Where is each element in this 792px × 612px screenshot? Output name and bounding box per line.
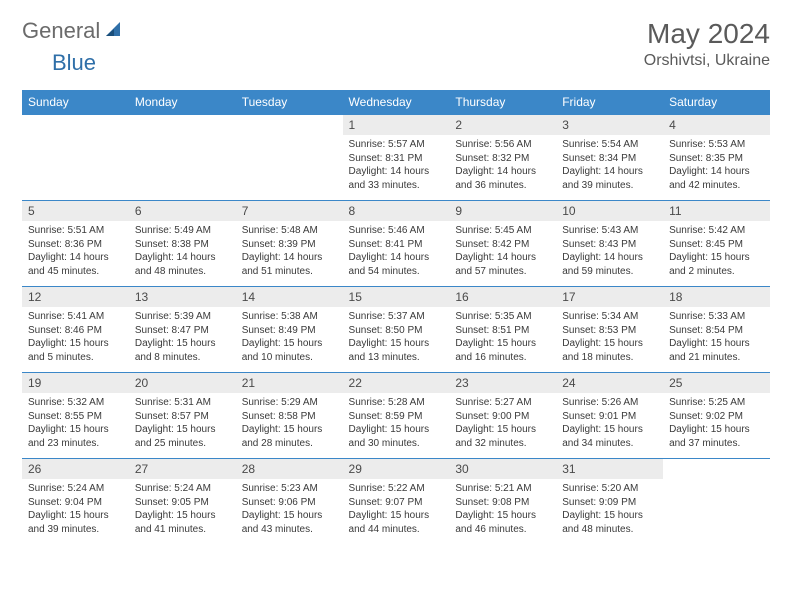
col-thursday: Thursday: [449, 90, 556, 114]
day-body: Sunrise: 5:28 AM Sunset: 8:59 PM Dayligh…: [343, 393, 450, 459]
day-body: Sunrise: 5:54 AM Sunset: 8:34 PM Dayligh…: [556, 135, 663, 201]
col-saturday: Saturday: [663, 90, 770, 114]
day-number: 17: [556, 287, 663, 308]
day-body: Sunrise: 5:20 AM Sunset: 9:09 PM Dayligh…: [556, 479, 663, 544]
day-body: Sunrise: 5:43 AM Sunset: 8:43 PM Dayligh…: [556, 221, 663, 287]
day-body: Sunrise: 5:27 AM Sunset: 9:00 PM Dayligh…: [449, 393, 556, 459]
day-number: 1: [343, 115, 450, 136]
day-body: Sunrise: 5:49 AM Sunset: 8:38 PM Dayligh…: [129, 221, 236, 287]
day-number: 23: [449, 373, 556, 394]
day-number: 14: [236, 287, 343, 308]
day-number: 31: [556, 459, 663, 480]
logo: General: [22, 18, 126, 44]
day-number: [22, 115, 129, 136]
day-number: 9: [449, 201, 556, 222]
body-row: Sunrise: 5:51 AM Sunset: 8:36 PM Dayligh…: [22, 221, 770, 287]
day-body: [22, 135, 129, 201]
body-row: Sunrise: 5:32 AM Sunset: 8:55 PM Dayligh…: [22, 393, 770, 459]
day-body: Sunrise: 5:57 AM Sunset: 8:31 PM Dayligh…: [343, 135, 450, 201]
day-body: Sunrise: 5:32 AM Sunset: 8:55 PM Dayligh…: [22, 393, 129, 459]
day-body: Sunrise: 5:46 AM Sunset: 8:41 PM Dayligh…: [343, 221, 450, 287]
body-row: Sunrise: 5:57 AM Sunset: 8:31 PM Dayligh…: [22, 135, 770, 201]
day-number: 24: [556, 373, 663, 394]
day-body: Sunrise: 5:41 AM Sunset: 8:46 PM Dayligh…: [22, 307, 129, 373]
day-number: 19: [22, 373, 129, 394]
day-body: [236, 135, 343, 201]
day-body: Sunrise: 5:29 AM Sunset: 8:58 PM Dayligh…: [236, 393, 343, 459]
day-body: Sunrise: 5:24 AM Sunset: 9:04 PM Dayligh…: [22, 479, 129, 544]
day-number: 29: [343, 459, 450, 480]
daynum-row: 12131415161718: [22, 287, 770, 308]
calendar-weeks: 1234Sunrise: 5:57 AM Sunset: 8:31 PM Day…: [22, 114, 770, 544]
day-body: Sunrise: 5:31 AM Sunset: 8:57 PM Dayligh…: [129, 393, 236, 459]
day-body: Sunrise: 5:25 AM Sunset: 9:02 PM Dayligh…: [663, 393, 770, 459]
day-number: 15: [343, 287, 450, 308]
day-body: [663, 479, 770, 544]
day-number: 26: [22, 459, 129, 480]
day-number: [663, 459, 770, 480]
day-number: 4: [663, 115, 770, 136]
day-number: 22: [343, 373, 450, 394]
day-number: 13: [129, 287, 236, 308]
daynum-row: 19202122232425: [22, 373, 770, 394]
day-number: 2: [449, 115, 556, 136]
day-number: 8: [343, 201, 450, 222]
day-number: 25: [663, 373, 770, 394]
day-body: Sunrise: 5:42 AM Sunset: 8:45 PM Dayligh…: [663, 221, 770, 287]
body-row: Sunrise: 5:41 AM Sunset: 8:46 PM Dayligh…: [22, 307, 770, 373]
day-body: Sunrise: 5:38 AM Sunset: 8:49 PM Dayligh…: [236, 307, 343, 373]
day-number: 30: [449, 459, 556, 480]
location-label: Orshivtsi, Ukraine: [644, 52, 770, 70]
col-sunday: Sunday: [22, 90, 129, 114]
daynum-row: 262728293031: [22, 459, 770, 480]
day-header-row: Sunday Monday Tuesday Wednesday Thursday…: [22, 90, 770, 114]
month-title: May 2024: [644, 18, 770, 50]
day-body: Sunrise: 5:23 AM Sunset: 9:06 PM Dayligh…: [236, 479, 343, 544]
body-row: Sunrise: 5:24 AM Sunset: 9:04 PM Dayligh…: [22, 479, 770, 544]
day-number: 10: [556, 201, 663, 222]
day-body: Sunrise: 5:35 AM Sunset: 8:51 PM Dayligh…: [449, 307, 556, 373]
day-number: [236, 115, 343, 136]
day-body: Sunrise: 5:48 AM Sunset: 8:39 PM Dayligh…: [236, 221, 343, 287]
day-body: Sunrise: 5:37 AM Sunset: 8:50 PM Dayligh…: [343, 307, 450, 373]
col-friday: Friday: [556, 90, 663, 114]
day-number: 11: [663, 201, 770, 222]
calendar-table: Sunday Monday Tuesday Wednesday Thursday…: [22, 90, 770, 114]
day-body: Sunrise: 5:34 AM Sunset: 8:53 PM Dayligh…: [556, 307, 663, 373]
day-number: 21: [236, 373, 343, 394]
day-number: 12: [22, 287, 129, 308]
day-number: 18: [663, 287, 770, 308]
title-block: May 2024 Orshivtsi, Ukraine: [644, 18, 770, 70]
day-number: [129, 115, 236, 136]
day-number: 28: [236, 459, 343, 480]
day-body: [129, 135, 236, 201]
col-wednesday: Wednesday: [343, 90, 450, 114]
logo-sail-icon: [104, 20, 124, 43]
day-number: 7: [236, 201, 343, 222]
daynum-row: 567891011: [22, 201, 770, 222]
daynum-row: 1234: [22, 115, 770, 136]
day-number: 6: [129, 201, 236, 222]
day-number: 3: [556, 115, 663, 136]
day-body: Sunrise: 5:26 AM Sunset: 9:01 PM Dayligh…: [556, 393, 663, 459]
day-body: Sunrise: 5:24 AM Sunset: 9:05 PM Dayligh…: [129, 479, 236, 544]
day-body: Sunrise: 5:22 AM Sunset: 9:07 PM Dayligh…: [343, 479, 450, 544]
day-body: Sunrise: 5:39 AM Sunset: 8:47 PM Dayligh…: [129, 307, 236, 373]
col-monday: Monday: [129, 90, 236, 114]
day-body: Sunrise: 5:45 AM Sunset: 8:42 PM Dayligh…: [449, 221, 556, 287]
logo-text-general: General: [22, 18, 100, 44]
day-body: Sunrise: 5:56 AM Sunset: 8:32 PM Dayligh…: [449, 135, 556, 201]
day-body: Sunrise: 5:33 AM Sunset: 8:54 PM Dayligh…: [663, 307, 770, 373]
day-body: Sunrise: 5:51 AM Sunset: 8:36 PM Dayligh…: [22, 221, 129, 287]
day-number: 27: [129, 459, 236, 480]
day-body: Sunrise: 5:53 AM Sunset: 8:35 PM Dayligh…: [663, 135, 770, 201]
col-tuesday: Tuesday: [236, 90, 343, 114]
day-number: 20: [129, 373, 236, 394]
logo-text-blue: Blue: [52, 50, 96, 76]
day-body: Sunrise: 5:21 AM Sunset: 9:08 PM Dayligh…: [449, 479, 556, 544]
day-number: 16: [449, 287, 556, 308]
day-number: 5: [22, 201, 129, 222]
